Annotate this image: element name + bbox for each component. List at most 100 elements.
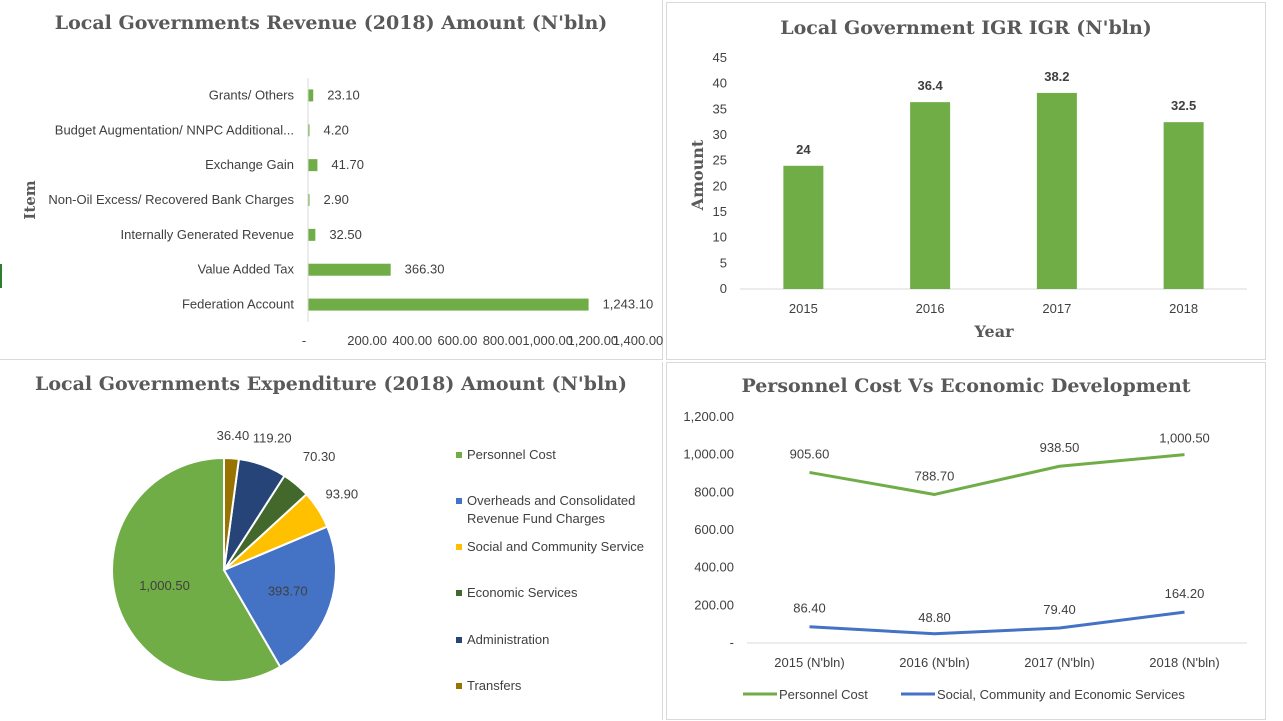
igr-value-label: 36.4 [917,78,943,93]
revenue-value-label: 366.30 [405,262,445,277]
legend-item: Economic Services [456,584,663,602]
igr-bar [1163,122,1204,290]
personnel-x-tick: 2018 (N'bln) [1149,655,1219,670]
revenue-value-label: 2.90 [324,192,349,207]
revenue-bar [308,228,316,241]
igr-bar [910,102,951,289]
legend-label: Economic Services [467,585,578,600]
igr-chart-svg: Amount Year 0 5 10 15 20 25 30 35 40 45 24 2015 36.4… [688,50,1247,341]
panel-edge-marker [0,264,2,288]
revenue-x-tick: 600.00 [438,333,478,348]
personnel-y-tick: 1,000.00 [683,447,734,462]
revenue-bar [308,194,310,206]
igr-chart-panel: Local Government IGR IGR (N'bln) Amount … [666,2,1266,360]
igr-y-tick: 45 [713,50,727,65]
igr-y-tick: 25 [713,153,727,168]
personnel-y-tick: 400.00 [694,560,734,575]
legend-label: Transfers [467,678,522,693]
expenditure-chart-panel: Local Governments Expenditure (2018) Amo… [0,362,663,720]
personnel-y-tick: 800.00 [694,484,734,499]
revenue-value-label: 41.70 [331,157,364,172]
igr-value-label: 24 [796,142,811,157]
series-line [809,453,1185,496]
igr-bar [783,165,824,289]
igr-y-tick: 5 [720,255,727,270]
igr-y-tick: 30 [713,127,727,142]
revenue-category-label: Non-Oil Excess/ Recovered Bank Charges [48,192,294,207]
revenue-bar [308,159,318,172]
pie-value-label: 1,000.50 [139,578,190,593]
legend-label: Personnel Cost [779,687,868,702]
revenue-bar [308,89,314,102]
revenue-value-label: 32.50 [329,227,362,242]
legend-label: Personnel Cost [467,447,556,462]
igr-chart-title: Local Government IGR IGR (N'bln) [780,17,1152,39]
legend-label: Social and Community Service [467,539,645,554]
legend-item: Personnel Cost [456,446,663,464]
igr-y-axis-label: Amount [688,139,707,211]
revenue-chart-svg: Item Grants/ Others 23.10 Budget Augmentat… [21,78,664,348]
legend-item: Social and Community Service [456,538,663,556]
personnel-y-tick: 1,200.00 [683,409,734,424]
revenue-x-tick: 1,000.00 [522,333,573,348]
revenue-x-tick: 400.00 [392,333,432,348]
series-value-label: 788.70 [915,468,955,483]
revenue-value-label: 23.10 [327,87,360,102]
igr-y-tick: 40 [713,76,727,91]
legend-swatch [456,498,462,504]
revenue-x-tick: 1,400.00 [613,333,664,348]
pie-value-label: 36.40 [217,428,250,443]
revenue-chart-title: Local Governments Revenue (2018) Amount … [54,12,608,34]
pie-value-label: 393.70 [268,583,308,598]
legend-swatch [456,590,462,596]
igr-y-tick: 20 [713,178,727,193]
legend-label: Overheads and Consolidated Revenue Fund … [467,493,636,526]
personnel-x-tick: 2015 (N'bln) [774,655,844,670]
legend-swatch [456,452,462,458]
series-value-label: 164.20 [1165,586,1205,601]
revenue-category-label: Budget Augmentation/ NNPC Additional... [55,122,294,137]
pie-slice [111,456,282,683]
revenue-x-tick: 1,200.00 [568,333,619,348]
legend-swatch [456,637,462,643]
pie-slice [222,525,337,669]
igr-y-tick: 10 [713,230,727,245]
pie-slice [223,456,241,571]
personnel-chart-panel: Personnel Cost Vs Economic Development -… [666,362,1266,720]
personnel-y-tick: 200.00 [694,597,734,612]
revenue-chart-panel: Local Governments Revenue (2018) Amount … [0,0,663,360]
legend-item: Overheads and Consolidated Revenue Fund … [456,492,663,528]
series-value-label: 1,000.50 [1159,431,1210,446]
revenue-category-label: Internally Generated Revenue [121,227,294,242]
personnel-line-svg: - 200.00 400.00 600.00 800.00 1,000.00 1,200.0… [683,409,1247,702]
series-value-label: 86.40 [793,601,826,616]
series-value-label: 905.60 [790,446,830,461]
personnel-x-tick: 2016 (N'bln) [899,655,969,670]
igr-value-label: 38.2 [1044,69,1069,84]
revenue-category-label: Exchange Gain [205,157,294,172]
igr-x-axis-label: Year [973,322,1014,341]
legend-label: Social, Community and Economic Services [937,687,1185,702]
legend-label: Administration [467,632,550,647]
series-value-label: 79.40 [1043,602,1076,617]
series-value-label: 938.50 [1040,440,1080,455]
revenue-category-label: Federation Account [182,297,294,312]
revenue-x-tick: 200.00 [347,333,387,348]
personnel-y-tick: 600.00 [694,522,734,537]
igr-bar [1036,92,1077,289]
igr-x-tick: 2017 [1042,301,1071,316]
personnel-y-tick: - [730,635,734,650]
series-line [809,610,1185,636]
revenue-bar [308,263,391,276]
revenue-bar [308,124,310,137]
legend-item: Transfers [456,677,663,695]
igr-y-tick: 35 [713,101,727,116]
igr-y-tick: 0 [720,281,727,296]
igr-x-tick: 2016 [916,301,945,316]
igr-value-label: 32.5 [1171,98,1196,113]
personnel-x-tick: 2017 (N'bln) [1024,655,1094,670]
revenue-x-tick: 800.00 [483,333,523,348]
personnel-chart-title: Personnel Cost Vs Economic Development [741,375,1191,397]
legend-swatch [456,544,462,550]
